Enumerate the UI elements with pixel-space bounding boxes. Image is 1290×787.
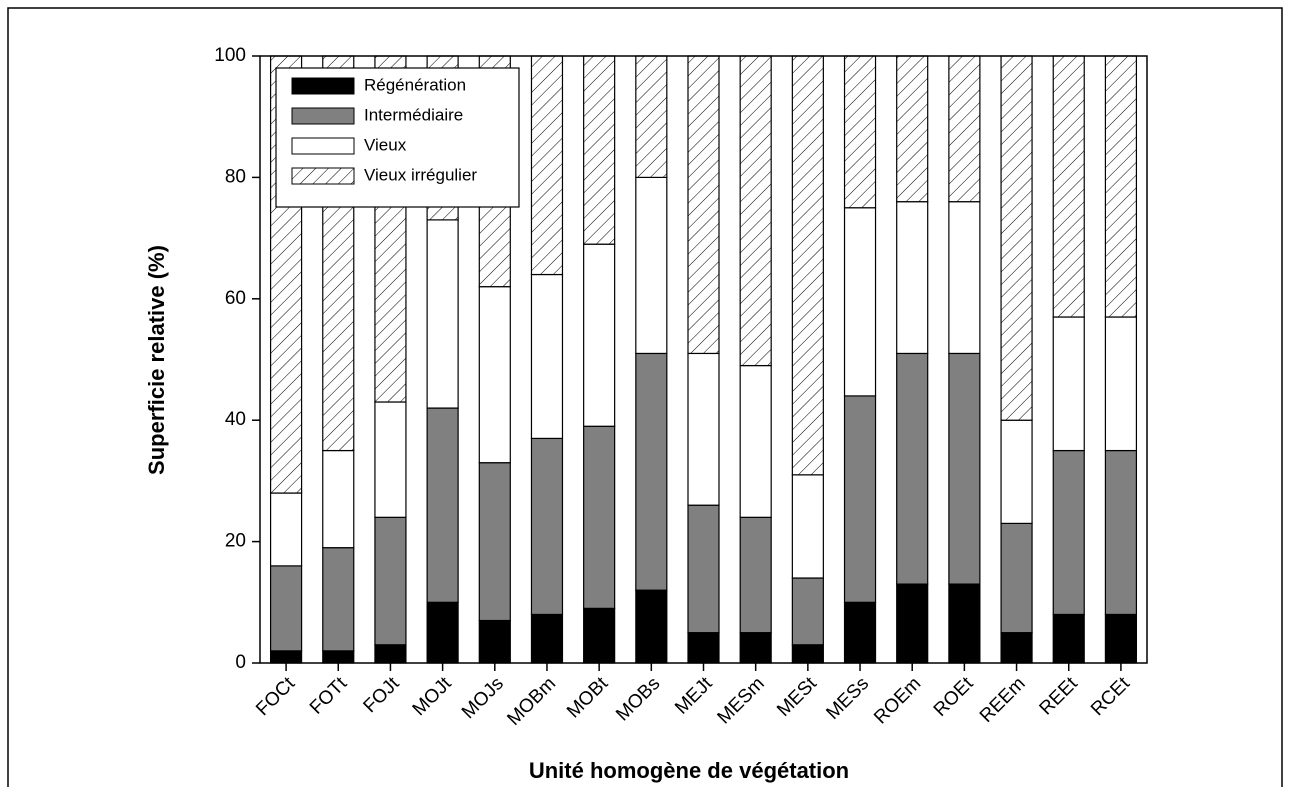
bar-segment — [530, 273, 564, 440]
bar-segment — [374, 516, 407, 646]
bar-segment — [843, 395, 877, 603]
bar-segment — [687, 504, 720, 634]
bar-segment — [687, 632, 720, 664]
bar-segment — [1052, 449, 1085, 616]
bar-segment — [583, 607, 616, 664]
x-tick-label: REEm — [976, 673, 1030, 727]
bar-segment — [1104, 55, 1138, 318]
bar-segment — [1000, 632, 1033, 664]
bar-segment — [530, 55, 564, 276]
bar-segment — [843, 601, 877, 664]
bar-segment — [1104, 316, 1138, 452]
bar-segment — [322, 547, 355, 652]
bar-segment — [583, 425, 616, 609]
bar-segment — [739, 55, 772, 367]
bar-segment — [948, 55, 981, 203]
x-tick-label: RCEt — [1087, 673, 1134, 720]
x-tick-label: MOJt — [409, 673, 456, 720]
bar-segment — [687, 352, 720, 506]
bar-segment — [322, 449, 355, 549]
legend-label: Régénération — [364, 75, 466, 94]
x-tick-label: MESs — [822, 673, 873, 724]
bar-segment — [478, 462, 511, 622]
bar-segment — [269, 565, 303, 652]
legend-swatch — [291, 167, 355, 185]
legend-swatch — [291, 107, 355, 125]
bar-segment — [1052, 613, 1085, 664]
plot-frame — [259, 55, 1148, 664]
bar-segment — [1000, 419, 1033, 524]
bar-segment — [583, 55, 616, 245]
legend-label: Vieux irrégulier — [364, 165, 477, 184]
legend-label: Vieux — [364, 135, 407, 154]
bar-segment — [1000, 55, 1033, 421]
y-tick-label: 20 — [225, 531, 246, 552]
y-axis-title: Superficie relative (%) — [144, 245, 169, 475]
x-tick-label: MOBt — [563, 673, 613, 723]
bar-segment — [374, 401, 407, 518]
x-tick-label: FOTt — [306, 673, 352, 719]
x-tick-label: FOJt — [360, 673, 404, 717]
x-tick-label: ROEm — [870, 673, 925, 728]
bar-segment — [896, 352, 929, 585]
bar-segment — [583, 243, 616, 427]
bar-segment — [530, 437, 564, 616]
bar-segment — [1104, 613, 1138, 664]
x-tick-label: ROEt — [930, 673, 978, 721]
bar-segment — [478, 286, 511, 464]
legend-swatch — [291, 77, 355, 95]
x-tick-label: FOCt — [252, 673, 299, 720]
y-tick-label: 60 — [225, 288, 246, 309]
bar-segment — [791, 474, 824, 579]
bar-segment — [1052, 55, 1085, 318]
frame — [7, 7, 1283, 787]
bar-segment — [322, 650, 355, 664]
bar-segment — [948, 583, 981, 664]
bar-segment — [1052, 316, 1085, 452]
bar-segment — [739, 516, 772, 634]
bar-segment — [635, 55, 668, 179]
bar-segment — [1104, 449, 1138, 616]
bar-segment — [791, 577, 824, 646]
bar-segment — [843, 55, 877, 209]
x-tick-label: REEt — [1036, 673, 1083, 720]
bar-segment — [374, 644, 407, 664]
bar-segment — [426, 601, 459, 664]
y-tick-label: 100 — [214, 45, 246, 66]
x-tick-label: MESm — [714, 673, 769, 728]
bar-segment — [635, 589, 668, 664]
legend-label: Intermédiaire — [364, 105, 463, 124]
bar-segment — [948, 352, 981, 585]
bar-segment — [687, 55, 720, 355]
y-tick-label: 40 — [225, 409, 246, 430]
bar-segment — [739, 364, 772, 518]
bar-segment — [791, 55, 824, 476]
x-tick-label: MEJt — [671, 673, 717, 719]
bar-segment — [948, 201, 981, 355]
legend-swatch — [291, 137, 355, 155]
y-tick-label: 0 — [235, 652, 246, 673]
bar-segment — [843, 207, 877, 397]
bar-segment — [791, 644, 824, 664]
bar-segment — [269, 650, 303, 664]
bar-segment — [896, 583, 929, 664]
bar-segment — [426, 407, 459, 603]
bar-segment — [426, 219, 459, 409]
x-tick-label: MESt — [773, 673, 821, 721]
bar-segment — [635, 352, 668, 591]
x-tick-label: MOBs — [612, 673, 664, 725]
x-tick-label: MOBm — [503, 673, 560, 730]
bar-segment — [635, 176, 668, 355]
y-tick-label: 80 — [225, 166, 246, 187]
bar-segment — [478, 619, 511, 664]
x-axis-title: Unité homogène de végétation — [529, 758, 849, 783]
bar-segment — [896, 55, 929, 203]
bar-segment — [739, 632, 772, 664]
bar-segment — [896, 201, 929, 355]
x-tick-label: MOJs — [458, 673, 508, 723]
bar-segment — [530, 613, 564, 664]
bar-segment — [1000, 522, 1033, 634]
bar-segment — [269, 492, 303, 567]
